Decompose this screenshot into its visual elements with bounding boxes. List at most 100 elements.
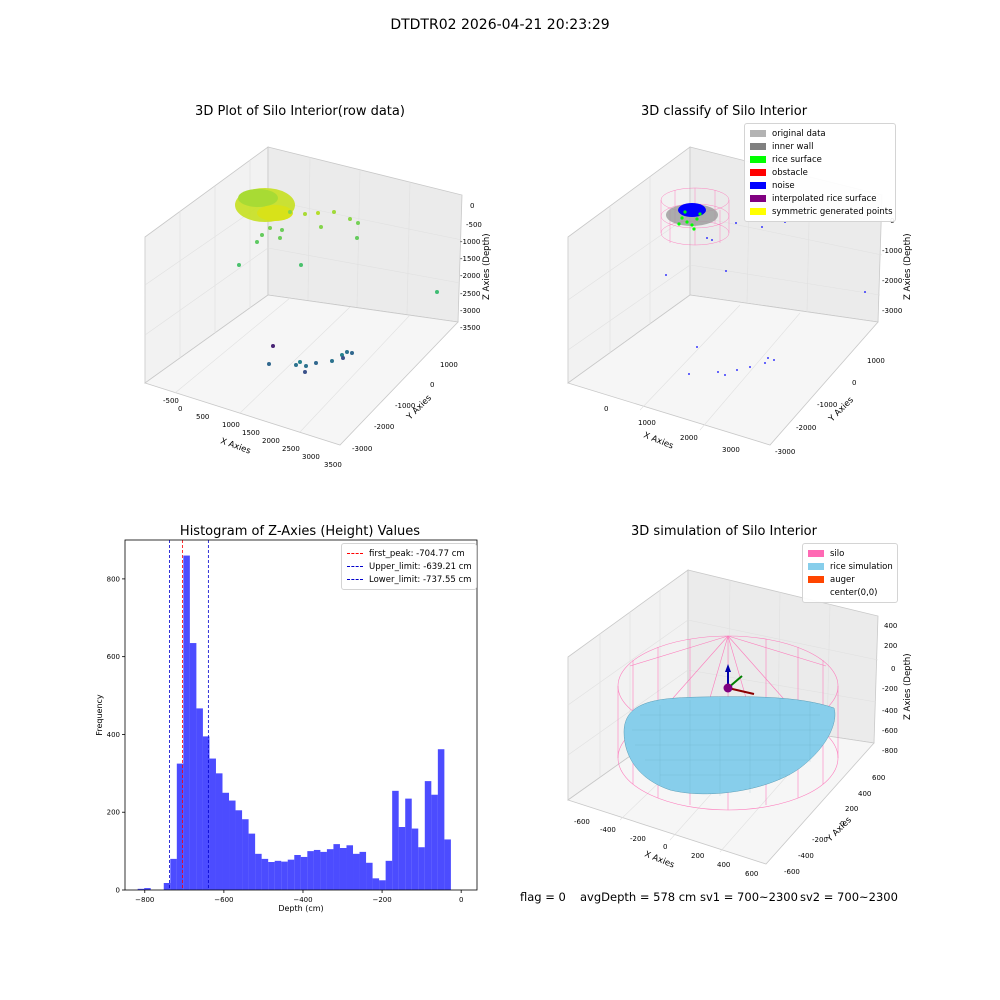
- plot4-y-tick: -400: [798, 852, 814, 860]
- plot4-y-tick: 0: [840, 820, 844, 828]
- legend-item-original-data: original data: [750, 127, 890, 140]
- plot1-x-tick: 1000: [222, 421, 240, 429]
- plot1-z-tick: -2000: [460, 272, 480, 280]
- hist-bar: [385, 860, 393, 890]
- plot1-z-tick: -1000: [460, 238, 480, 246]
- plot3-histogram: −800 −600 −400 −200 0 0 200 400 600 800 Depth (c…: [95, 539, 478, 913]
- hist-bar: [144, 888, 151, 890]
- hist-x-tick: 0: [459, 896, 463, 904]
- legend-item-upper-limit: Upper_limit: -639.21 cm: [347, 560, 472, 573]
- hist-bar: [255, 853, 262, 890]
- plot4-title: 3D simulation of Silo Interior: [631, 524, 817, 539]
- status-avg-depth: avgDepth = 578 cm: [580, 890, 697, 904]
- plot2-classify-scatter3d: 0 1000 2000 3000 1000 0 -1000 -2000 -300…: [567, 146, 913, 456]
- hist-bar: [183, 555, 190, 890]
- plot2-y-tick: -3000: [775, 448, 795, 456]
- hist-y-tick: 400: [107, 731, 120, 739]
- plot3-frame: [124, 539, 478, 891]
- hist-bar: [268, 862, 275, 890]
- plot4-y-tick: -600: [784, 868, 800, 876]
- legend-line: [347, 579, 363, 580]
- plot4-xlabel: X Axies: [643, 850, 676, 871]
- hist-bar: [346, 845, 354, 890]
- legend-swatch: [750, 195, 766, 202]
- plot1-x-tick: -500: [163, 397, 179, 405]
- plot1-xlabel: X Axies: [219, 436, 252, 456]
- plot1-x-tick: 3500: [324, 461, 342, 469]
- plot4-zlabel: Z Axies (Depth): [903, 653, 913, 720]
- legend-item-interpolated-rice-surface: interpolated rice surface: [750, 192, 890, 205]
- figure-title: DTDTR02 2026-04-21 20:23:29: [390, 17, 610, 33]
- plot2-title: 3D classify of Silo Interior: [640, 104, 808, 119]
- legend-swatch: [808, 576, 824, 583]
- plot1-x-tick: 0: [178, 405, 182, 413]
- hist-bar: [437, 749, 445, 890]
- plot2-x-tick: 3000: [722, 446, 740, 454]
- legend-line: [347, 566, 363, 567]
- plot4-z-tick: -600: [882, 727, 898, 735]
- plot1-x-tick: 3000: [302, 453, 320, 461]
- hist-y-tick: 200: [107, 809, 120, 817]
- hist-bar: [274, 860, 282, 890]
- plot4-z-tick: -400: [882, 707, 898, 715]
- hist-bar: [163, 883, 171, 890]
- hist-x-tick: −600: [214, 896, 233, 904]
- hist-bar: [281, 861, 288, 890]
- hist-bar: [313, 849, 321, 890]
- legend-item-obstacle: obstacle: [750, 166, 890, 179]
- plot4-x-tick: 400: [717, 861, 730, 869]
- hist-bar: [398, 827, 406, 890]
- hist-x-tick: −200: [372, 896, 391, 904]
- hist-bar: [229, 800, 236, 890]
- hist-bar: [242, 819, 249, 890]
- hist-bar: [170, 858, 177, 890]
- legend-item-first-peak: first_peak: -704.77 cm: [347, 547, 471, 560]
- plot4-x-tick: 600: [745, 870, 758, 878]
- hist-bar: [339, 848, 347, 890]
- plot1-y-tick: 0: [430, 381, 434, 389]
- plot4-x-tick: 0: [663, 843, 667, 851]
- hist-bar: [248, 833, 256, 890]
- hist-y-tick: 0: [116, 887, 120, 895]
- legend-item-lower-limit: Lower_limit: -737.55 cm: [347, 573, 471, 586]
- plot2-x-tick: 1000: [638, 419, 656, 427]
- plot2-z-tick: -1000: [882, 247, 902, 255]
- plot4-x-tick: -200: [630, 835, 646, 843]
- hist-bar: [215, 773, 223, 890]
- status-sv1: sv1 = 700~2300: [700, 890, 798, 904]
- plot4-center-marker: [723, 683, 733, 693]
- hist-bar: [300, 856, 308, 890]
- hist-bar: [444, 839, 451, 890]
- hist-bar: [424, 781, 432, 890]
- legend-swatch: [808, 589, 824, 596]
- hist-bar: [176, 763, 184, 890]
- hist-bar: [307, 851, 314, 890]
- plot1-x-tick: 2500: [282, 445, 300, 453]
- plot4-y-tick: 400: [858, 790, 871, 798]
- legend-swatch: [750, 143, 766, 150]
- plot1-raw-scatter3d: -500 0 500 1000 1500 2000 2500 3000 3500…: [144, 146, 492, 469]
- plot2-y-tick: 1000: [867, 357, 885, 365]
- plot1-z-tick: -500: [466, 221, 482, 229]
- plot4-rice-surface: [623, 696, 836, 795]
- plot1-x-tick: 2000: [262, 437, 280, 445]
- plot3-title: Histogram of Z-Axies (Height) Values: [179, 524, 421, 539]
- plot1-z-tick: -3000: [460, 307, 480, 315]
- plot4-z-tick: -200: [882, 685, 898, 693]
- plot4-simulation3d: -600 -400 -200 0 200 400 600 600 400 200…: [567, 569, 913, 878]
- plot1-z-tick: 0: [470, 202, 474, 210]
- hist-x-tick: −800: [135, 896, 154, 904]
- plot1-points: [235, 188, 439, 374]
- hist-bar: [209, 758, 216, 890]
- legend-item-rice-surface: rice surface: [750, 153, 890, 166]
- plot2-y-tick: -2000: [796, 424, 816, 432]
- hist-x-tick: −400: [293, 896, 312, 904]
- plot4-z-tick: -800: [882, 747, 898, 755]
- plot2-x-tick: 0: [604, 405, 608, 413]
- status-sv2: sv2 = 700~2300: [800, 890, 898, 904]
- hist-bar: [411, 828, 419, 890]
- plot4-x-tick: 200: [691, 852, 704, 860]
- plot1-y-tick: -3000: [352, 445, 372, 453]
- plot1-title: 3D Plot of Silo Interior(row data): [195, 104, 405, 119]
- plot1-y-tick: 1000: [440, 361, 458, 369]
